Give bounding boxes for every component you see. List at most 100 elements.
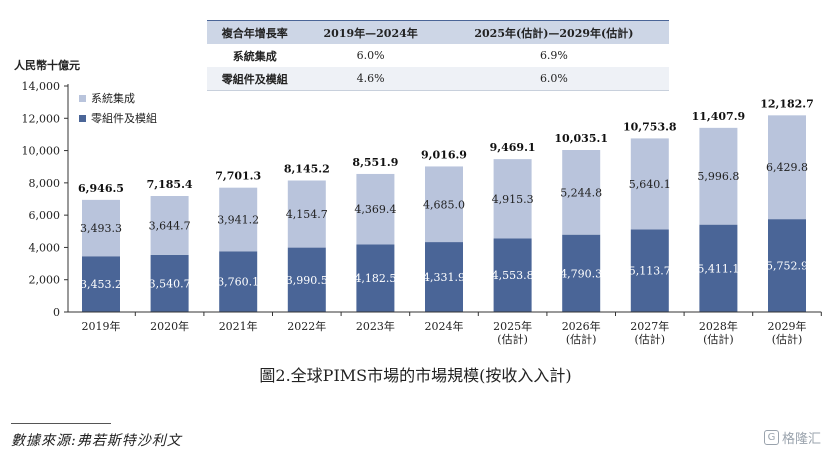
x-tick-label: 2020年 (150, 319, 189, 333)
cagr-value: 4.6% (302, 67, 439, 91)
bar-components (287, 247, 326, 312)
cagr-header-historical: 2019年—2024年 (302, 20, 439, 44)
data-label-total: 8,551.9 (352, 156, 398, 169)
data-label-total: 7,701.3 (215, 170, 261, 183)
bar-components (768, 219, 806, 312)
data-label-components: 4,790.3 (560, 267, 602, 280)
y-tick-label: 2,000 (29, 274, 61, 287)
data-label-components: 4,331.9 (423, 271, 465, 284)
bar-components (219, 251, 258, 312)
x-tick-label: 2026年 (562, 319, 601, 333)
data-label-system: 4,369.4 (354, 203, 396, 216)
bar-system (150, 196, 189, 255)
data-label-system: 6,429.8 (766, 161, 808, 174)
data-label-system: 4,154.7 (286, 208, 328, 221)
bar-components (493, 238, 532, 312)
x-tick-label: 2024年 (425, 319, 464, 333)
bar-system (630, 138, 669, 230)
cagr-row-label: 系統集成 (207, 44, 303, 67)
data-label-total: 9,016.9 (421, 148, 467, 161)
x-tick-label: 2023年 (356, 319, 395, 333)
legend-swatch (79, 115, 86, 122)
x-tick-label: 2027年 (630, 319, 669, 333)
data-label-total: 10,035.1 (554, 132, 608, 145)
data-label-components: 3,453.2 (80, 278, 122, 291)
stacked-bar-chart: 人民幣十億元 0 2,000 4,000 6,000 8,000 10,000 12,000… (14, 58, 822, 346)
y-axis-title: 人民幣十億元 (14, 58, 80, 72)
bar-components (82, 256, 120, 312)
x-tick-label: 2021年 (219, 319, 258, 333)
data-label-components: 4,182.5 (354, 272, 396, 285)
data-label-components: 4,553.8 (492, 269, 534, 282)
bar-components (425, 242, 463, 312)
cagr-row-components: 零組件及模組 4.6% 6.0% (207, 67, 669, 91)
x-tick-label: 2019年 (82, 319, 121, 333)
y-tick-label: 0 (53, 306, 60, 319)
figure-caption: 圖2.全球PIMS市場的市場規模(按收入入計) (259, 366, 572, 385)
legend-swatch (79, 95, 86, 102)
data-label-components: 3,760.1 (217, 276, 259, 289)
bar-system (82, 199, 120, 257)
cagr-header-forecast: 2025年(估計)—2029年(估計) (438, 20, 669, 44)
x-tick-sublabel: (估計) (703, 332, 734, 346)
x-tick-label: 2022年 (287, 319, 326, 333)
data-label-system: 4,915.3 (492, 193, 534, 206)
y-axis: 0 2,000 4,000 6,000 8,000 10,000 12,000 14,000 (22, 80, 69, 319)
data-label-system: 3,644.7 (149, 219, 191, 232)
data-label-components: 3,990.5 (286, 274, 328, 287)
bar-system (562, 150, 601, 235)
watermark-text: 格隆汇 (781, 432, 821, 447)
x-tick-label: 2025年 (493, 319, 532, 333)
x-tick-label: 2029年 (768, 319, 807, 333)
cagr-row-label: 零組件及模組 (207, 67, 303, 91)
data-label-system: 3,941.2 (217, 213, 259, 226)
bars-group: 3,453.2 3,493.3 6,946.5 3,540.7 3,644.7 7,185… (78, 97, 814, 312)
data-label-total: 6,946.5 (78, 182, 124, 195)
x-tick-sublabel: (估計) (772, 332, 803, 346)
y-tick-label: 12,000 (22, 112, 61, 125)
y-tick-label: 14,000 (22, 80, 61, 93)
x-tick-label: 2028年 (699, 319, 738, 333)
x-tick-sublabel: (估計) (497, 332, 528, 346)
y-tick-label: 6,000 (29, 209, 61, 222)
data-label-total: 7,185.4 (147, 178, 193, 191)
bar-system (287, 180, 326, 248)
bar-components (356, 244, 395, 312)
data-label-total: 12,182.7 (760, 97, 814, 110)
data-label-components: 5,113.7 (629, 265, 671, 278)
bar-system (219, 187, 258, 252)
cagr-row-system: 系統集成 6.0% 6.9% (207, 44, 669, 67)
legend-label: 系統集成 (91, 91, 135, 105)
cagr-table: 複合年增長率 2019年—2024年 2025年(估計)—2029年(估計) 系… (207, 20, 669, 91)
bar-system (493, 159, 532, 239)
data-label-system: 3,493.3 (80, 222, 122, 235)
data-label-system: 4,685.0 (423, 198, 465, 211)
cagr-value: 6.0% (302, 44, 439, 67)
x-tick-sublabel: (估計) (566, 332, 597, 346)
bar-system (356, 173, 395, 245)
data-label-system: 5,640.1 (629, 178, 671, 191)
data-label-system: 5,244.8 (560, 186, 602, 199)
bar-system (425, 166, 463, 243)
data-label-components: 3,540.7 (149, 277, 191, 290)
cagr-header-row: 複合年增長率 2019年—2024年 2025年(估計)—2029年(估計) (207, 20, 669, 44)
data-label-components: 5,411.1 (697, 262, 739, 275)
data-label-total: 10,753.8 (623, 120, 677, 133)
x-axis: 2019年 2020年 2021年 2022年 2023年 2024年 2025年(估計)2… (68, 311, 822, 346)
cagr-value: 6.0% (438, 67, 669, 91)
bar-components (150, 254, 189, 312)
bar-components (699, 224, 738, 312)
data-label-total: 9,469.1 (490, 141, 536, 154)
watermark-logo-icon: G (763, 430, 779, 445)
data-label-total: 8,145.2 (284, 163, 330, 176)
cagr-value: 6.9% (438, 44, 669, 67)
legend-label: 零組件及模組 (91, 112, 157, 125)
y-tick-label: 10,000 (22, 145, 61, 158)
bar-system (768, 115, 806, 220)
bar-components (630, 229, 669, 312)
bar-components (562, 234, 601, 312)
y-tick-label: 8,000 (29, 177, 61, 190)
y-tick-label: 4,000 (29, 241, 61, 254)
data-label-system: 5,996.8 (697, 170, 739, 183)
